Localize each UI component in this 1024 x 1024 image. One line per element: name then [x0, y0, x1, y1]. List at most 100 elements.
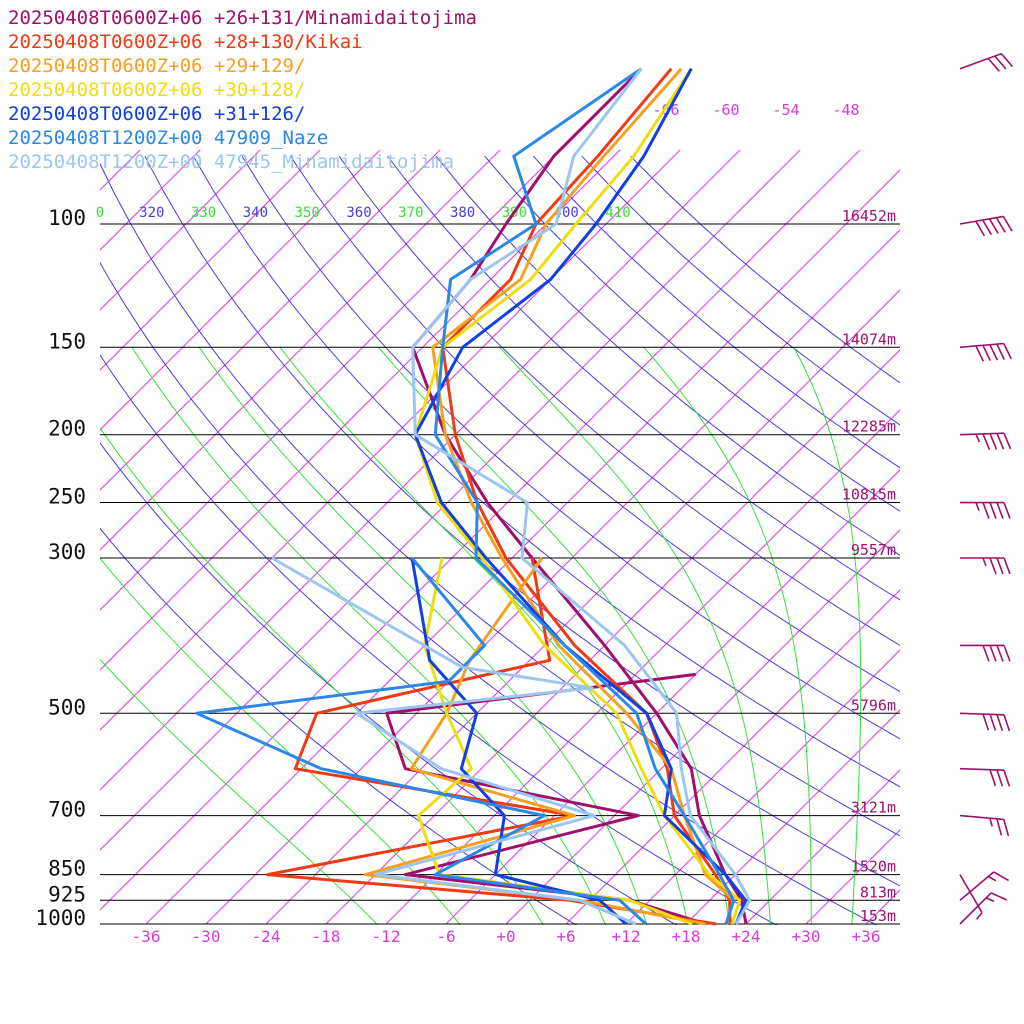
wind-barb-flag — [996, 818, 1003, 836]
temperature-tick-label: +12 — [612, 927, 641, 946]
wind-barb-staff — [959, 215, 1004, 225]
temperature-tick-label: +18 — [672, 927, 701, 946]
theta-label: 380 — [450, 205, 475, 221]
temperature-tick-label: +0 — [496, 927, 515, 946]
wind-barb-flag — [982, 502, 990, 519]
wind-barb — [959, 432, 1012, 451]
wind-barb-flag — [982, 219, 992, 236]
wind-barb-flag — [996, 502, 1004, 519]
dry-adiabat-line — [100, 527, 578, 925]
wind-barb — [960, 501, 1011, 519]
wind-barb — [960, 557, 1011, 575]
wind-barb-staff — [959, 871, 995, 901]
height-label: 16452m — [842, 207, 896, 225]
isotherm-line — [986, 69, 1024, 924]
isotherm-label: -54 — [772, 101, 799, 119]
theta-label: 350 — [295, 205, 320, 221]
dry-adiabat-line — [241, 155, 900, 740]
moist-adiabat-line — [100, 426, 544, 925]
legend: 20250408T0600Z+06 +26+131/Minamidaitojim… — [8, 7, 477, 173]
wind-barb-flag — [996, 714, 1004, 732]
height-label: 9557m — [851, 541, 896, 559]
isotherm-line — [385, 409, 900, 925]
height-label: 153m — [860, 907, 896, 925]
temperature-tick-label: -24 — [252, 927, 281, 946]
wind-barb-flag — [995, 217, 1006, 233]
isotherm-line — [100, 150, 861, 911]
wind-barb-flag — [989, 344, 999, 361]
wind-barb-flag — [1003, 819, 1010, 837]
wind-barb-flag — [975, 220, 986, 237]
legend-entry: 20250408T1200Z+00 47909_Naze — [8, 127, 328, 149]
wind-barb-staff — [959, 432, 1005, 436]
legend-entry: 20250408T0600Z+06 +30+128/ — [8, 79, 305, 101]
isotherm-line — [100, 150, 381, 431]
wind-barb-flag — [982, 713, 990, 731]
wind-barbs — [959, 52, 1014, 925]
dry-adiabat-line — [100, 162, 900, 887]
legend-entry: 20250408T1200Z+00 47945_Minamidaitojima — [8, 151, 454, 173]
pressure-label: 250 — [48, 485, 86, 509]
wind-barb-half-flag — [989, 817, 993, 827]
wind-barb-flag — [989, 433, 998, 450]
height-label: 10815m — [842, 486, 896, 504]
wind-barb — [959, 342, 1012, 362]
height-label: 1520m — [851, 858, 896, 876]
dry-adiabat-line — [100, 354, 778, 925]
wind-barb-flag — [993, 871, 1009, 882]
pressure-label: 150 — [48, 329, 86, 353]
wind-barb-flag — [975, 345, 985, 362]
wind-barb — [959, 814, 1010, 837]
wind-barb-flag — [987, 57, 1000, 72]
legend-entry: 20250408T0600Z+06 +29+129/ — [8, 55, 305, 77]
wind-barb-flag — [996, 433, 1005, 450]
isotherm-line — [100, 150, 261, 311]
wind-barb-staff — [959, 767, 1005, 771]
temperature-tick-label: +24 — [732, 927, 761, 946]
pressure-label: 850 — [48, 857, 86, 881]
isotherm-line — [100, 150, 801, 851]
wind-barb-half-flag — [975, 433, 981, 443]
isotherm-line — [100, 150, 621, 671]
isotherm-line — [0, 69, 41, 924]
theta-label: 330 — [191, 205, 216, 221]
temperature-tick-label: +6 — [556, 927, 575, 946]
wind-barb-flag — [994, 55, 1007, 70]
wind-barb-flag — [989, 645, 997, 662]
wind-barb-flag — [989, 714, 997, 731]
theta-label: 0 — [96, 205, 104, 221]
theta-labels: 0 320 330 340 350 360 370 380 390 400 410 — [96, 205, 631, 221]
temperature-tick-label: -18 — [312, 927, 341, 946]
temperature-tick-label: -6 — [436, 927, 455, 946]
isotherm-line — [445, 469, 900, 925]
wind-barb-flag — [982, 433, 991, 451]
wind-barb — [960, 644, 1011, 662]
wind-barb-flag — [1000, 53, 1014, 68]
dry-adiabat-line — [100, 442, 678, 925]
temperature-tick-label: -30 — [192, 927, 221, 946]
wind-barb — [959, 871, 1009, 901]
dewpoint-profile — [195, 557, 648, 926]
wind-barb — [959, 52, 1014, 72]
wind-barb — [959, 892, 1008, 925]
isotherm-line — [565, 589, 900, 925]
wind-barb-flag — [982, 645, 990, 662]
moist-adiabat-line — [131, 347, 607, 925]
wind-barb-flag — [989, 769, 997, 787]
wind-barb-half-flag — [982, 557, 987, 567]
isotherm-line — [745, 769, 900, 925]
wind-barb-flag — [1003, 769, 1011, 787]
temperature-tick-label: -36 — [132, 927, 161, 946]
temperature-tick-label: -12 — [372, 927, 401, 946]
isotherm-label: -48 — [832, 101, 859, 119]
wind-barb — [959, 712, 1011, 732]
pressure-label: 1000 — [35, 906, 86, 930]
wind-barb-flag — [982, 344, 992, 362]
dry-adiabat-line — [435, 155, 900, 556]
isotherm-line — [685, 709, 900, 925]
legend-entry: 20250408T0600Z+06 +31+126/ — [8, 103, 305, 125]
wind-barb-flag — [996, 645, 1004, 662]
temperature-tick-label: +36 — [852, 927, 881, 946]
wind-barb-flag — [1003, 714, 1011, 732]
